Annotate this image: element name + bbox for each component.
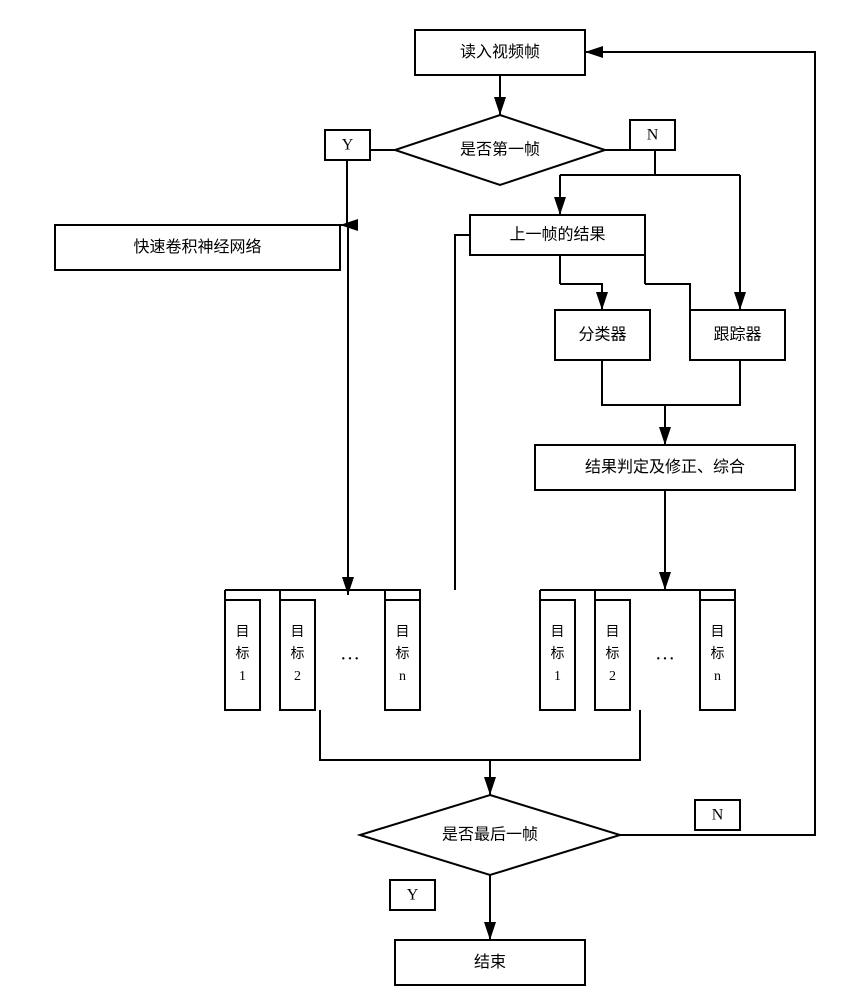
svg-text:标: 标 bbox=[396, 646, 410, 662]
svg-text:目: 目 bbox=[551, 625, 565, 640]
svg-text:Y: Y bbox=[342, 137, 354, 154]
edge bbox=[320, 710, 490, 795]
svg-text:读入视频帧: 读入视频帧 bbox=[460, 43, 540, 61]
node-n2: N bbox=[695, 800, 740, 830]
svg-text:上一帧的结果: 上一帧的结果 bbox=[509, 226, 605, 244]
node-tL1: 目标 1 bbox=[225, 600, 260, 710]
svg-text:标: 标 bbox=[711, 646, 725, 662]
svg-text:目: 目 bbox=[236, 625, 250, 640]
svg-text:n: n bbox=[399, 669, 406, 684]
node-tRdots: … bbox=[655, 643, 675, 665]
node-tR1: 目标 1 bbox=[540, 600, 575, 710]
svg-text:目: 目 bbox=[711, 625, 725, 640]
nodes: 读入视频帧是否第一帧 Y N 快速卷积神经网络 上一帧的结果分类器 跟踪器结果判定及修正、… bbox=[55, 30, 795, 985]
edge bbox=[665, 360, 740, 405]
node-tLn: 目标n bbox=[385, 600, 420, 710]
svg-text:1: 1 bbox=[554, 669, 561, 684]
node-end: 结束 bbox=[395, 940, 585, 985]
edge bbox=[225, 590, 420, 600]
node-tLdots: … bbox=[340, 643, 360, 665]
node-cls: 分类器 bbox=[555, 310, 650, 360]
edge bbox=[490, 710, 640, 760]
edge bbox=[645, 284, 690, 310]
node-n1: N bbox=[630, 120, 675, 150]
edge bbox=[540, 590, 735, 600]
svg-text:…: … bbox=[655, 643, 675, 665]
node-judge: 结果判定及修正、综合 bbox=[535, 445, 795, 490]
node-tL2: 目标 2 bbox=[280, 600, 315, 710]
svg-text:…: … bbox=[340, 643, 360, 665]
node-read: 读入视频帧 bbox=[415, 30, 585, 75]
svg-text:标: 标 bbox=[606, 646, 620, 662]
svg-text:N: N bbox=[647, 127, 659, 144]
svg-text:标: 标 bbox=[551, 646, 565, 662]
edge bbox=[602, 360, 665, 445]
svg-text:1: 1 bbox=[239, 669, 246, 684]
svg-text:目: 目 bbox=[606, 625, 620, 640]
svg-text:快速卷积神经网络: 快速卷积神经网络 bbox=[133, 237, 261, 256]
svg-text:目: 目 bbox=[396, 625, 410, 640]
svg-text:跟踪器: 跟踪器 bbox=[713, 326, 761, 344]
svg-text:是否第一帧: 是否第一帧 bbox=[460, 141, 540, 159]
svg-text:n: n bbox=[714, 669, 721, 684]
edge bbox=[560, 284, 602, 310]
node-cnn: 快速卷积神经网络 bbox=[55, 225, 340, 270]
node-last: 是否最后一帧 bbox=[360, 795, 620, 875]
svg-text:标: 标 bbox=[236, 646, 250, 662]
edge bbox=[455, 235, 470, 590]
svg-text:N: N bbox=[712, 807, 724, 824]
svg-text:2: 2 bbox=[609, 669, 616, 684]
svg-text:Y: Y bbox=[407, 887, 419, 904]
svg-text:标: 标 bbox=[291, 646, 305, 662]
node-y1: Y bbox=[325, 130, 370, 160]
node-tR2: 目标 2 bbox=[595, 600, 630, 710]
node-trk: 跟踪器 bbox=[690, 310, 785, 360]
svg-text:结果判定及修正、综合: 结果判定及修正、综合 bbox=[585, 458, 745, 476]
node-prev: 上一帧的结果 bbox=[470, 215, 645, 255]
svg-text:分类器: 分类器 bbox=[578, 326, 626, 344]
svg-text:目: 目 bbox=[291, 625, 305, 640]
svg-text:是否最后一帧: 是否最后一帧 bbox=[442, 826, 538, 844]
node-tRn: 目标n bbox=[700, 600, 735, 710]
edge bbox=[585, 52, 815, 835]
svg-text:2: 2 bbox=[294, 669, 301, 684]
svg-text:结束: 结束 bbox=[474, 953, 506, 971]
node-y2: Y bbox=[390, 880, 435, 910]
